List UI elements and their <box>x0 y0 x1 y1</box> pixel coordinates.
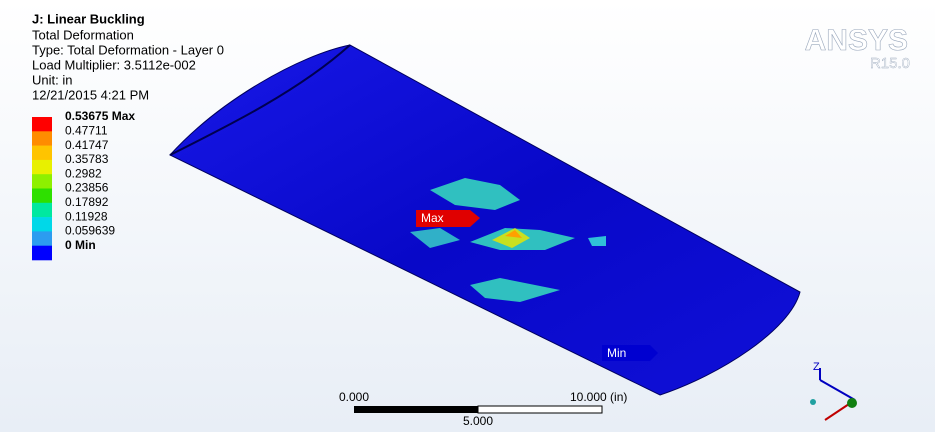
max-label: Max <box>421 211 444 225</box>
header-line: Total Deformation <box>32 27 134 42</box>
legend-swatch <box>32 117 52 132</box>
scale-end: 10.000 (in) <box>570 390 627 404</box>
header-line: Type: Total Deformation - Layer 0 <box>32 42 224 57</box>
scale-start: 0.000 <box>339 390 369 404</box>
header-line: Unit: in <box>32 72 72 87</box>
header-line: 12/21/2015 4:21 PM <box>32 87 149 102</box>
title: J: Linear Buckling <box>32 11 145 26</box>
legend-label: 0.47711 <box>65 123 108 137</box>
max-probe: Max <box>416 210 480 227</box>
legend-swatch <box>32 203 52 218</box>
legend-swatch <box>32 231 52 246</box>
legend-swatch <box>32 189 52 204</box>
legend-swatch <box>32 131 52 146</box>
legend-label: 0.35783 <box>65 152 109 166</box>
legend-label: 0.11928 <box>65 209 108 223</box>
legend-swatch <box>32 217 52 232</box>
legend-label: 0.23856 <box>65 181 109 195</box>
legend-label: 0.17892 <box>65 195 109 209</box>
min-probe: Min <box>602 345 658 361</box>
triad-z: Z <box>813 361 820 373</box>
legend-label: 0 Min <box>65 238 96 252</box>
legend-label: 0.2982 <box>65 166 102 180</box>
legend-swatch <box>32 246 52 261</box>
legend-swatch <box>32 160 52 175</box>
scale-middle: 5.000 <box>463 414 493 428</box>
header-line: Load Multiplier: 3.5112e-002 <box>32 57 196 72</box>
min-label: Min <box>607 346 626 360</box>
legend-label: 0.41747 <box>65 138 109 152</box>
header: J: Linear Buckling <box>32 11 145 26</box>
logo-version: R15.0 <box>870 55 910 72</box>
legend-label: 0.059639 <box>65 224 115 238</box>
legend-label: 0.53675 Max <box>65 109 135 123</box>
logo: ANSYS <box>805 24 908 57</box>
viewport: J: Linear Buckling Total DeformationType… <box>0 0 935 432</box>
legend-swatch <box>32 146 52 161</box>
legend-swatch <box>32 174 52 189</box>
